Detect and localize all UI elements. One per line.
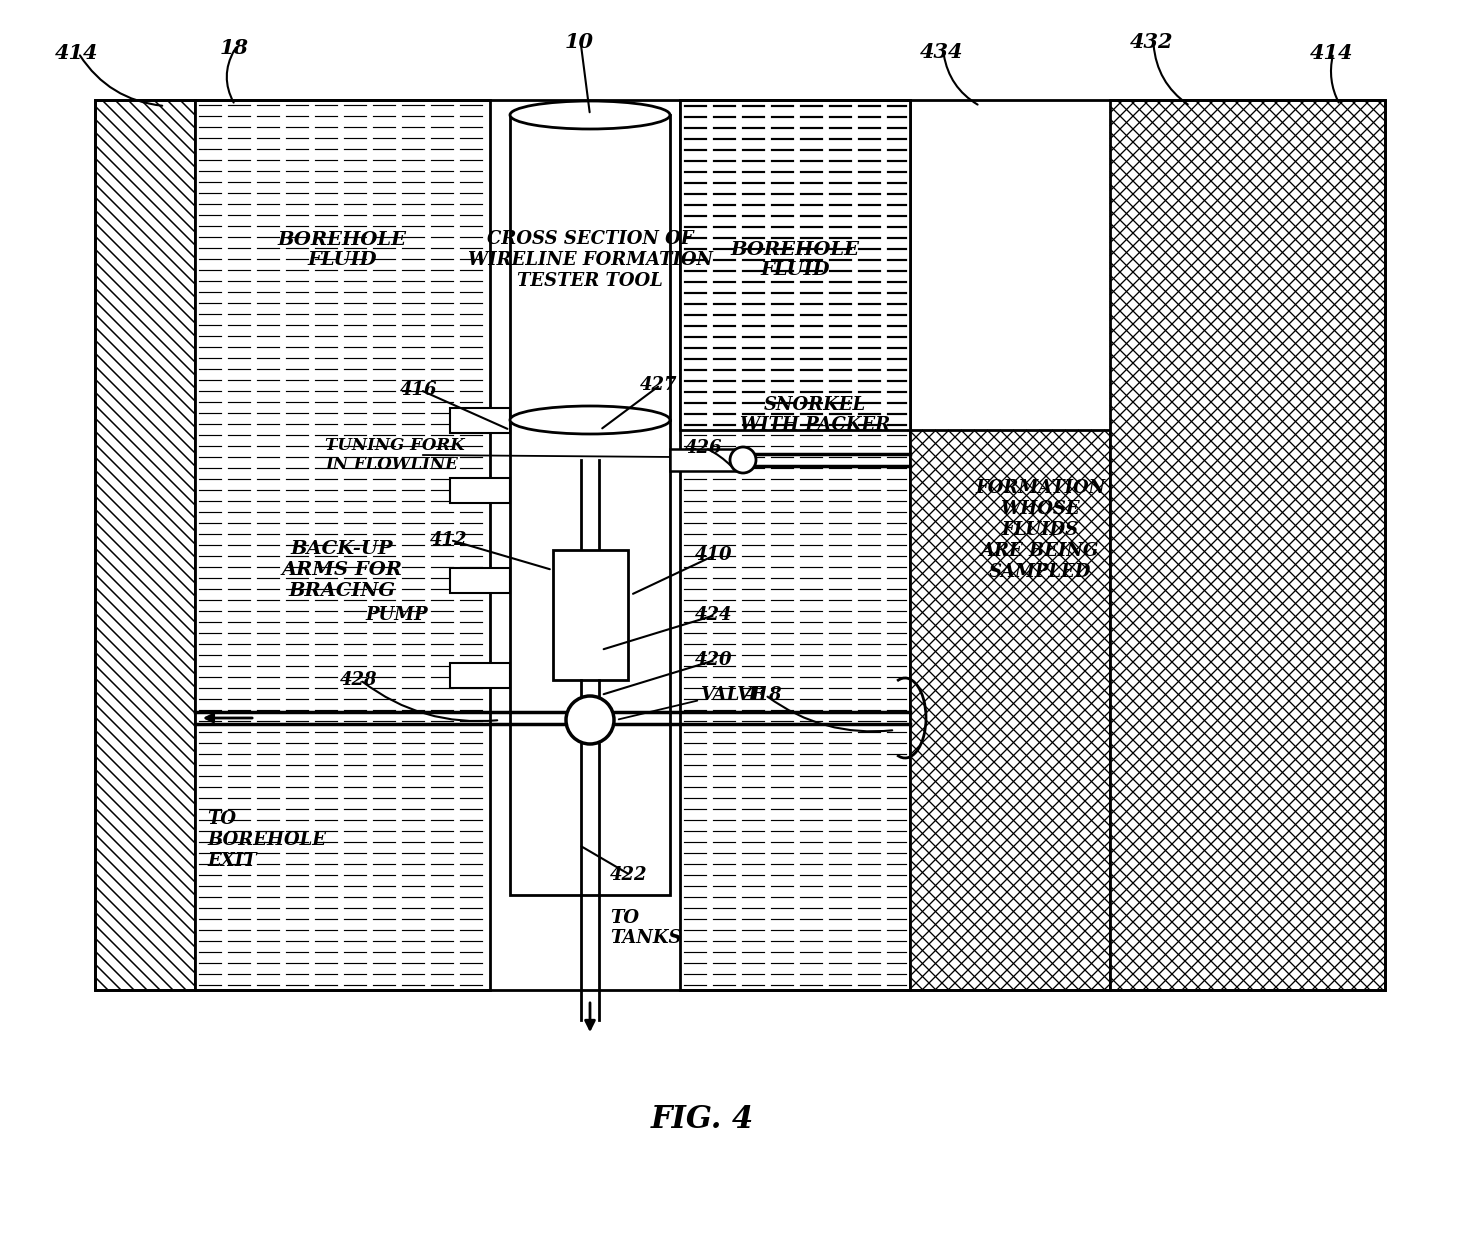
Bar [450, 662, 510, 688]
Bar [910, 430, 1110, 990]
Text: PUMP: PUMP [365, 605, 428, 624]
Bar [195, 100, 489, 990]
Bar [450, 477, 510, 503]
Circle shape [565, 695, 614, 743]
Text: 428: 428 [340, 671, 378, 689]
Text: BOREHOLE
FLUID: BOREHOLE FLUID [277, 231, 406, 269]
Text: 416: 416 [400, 381, 438, 399]
Ellipse shape [510, 406, 670, 434]
Bar [1110, 100, 1384, 990]
Bar [510, 115, 670, 420]
Ellipse shape [510, 101, 670, 129]
Text: 18: 18 [220, 38, 249, 58]
Circle shape [730, 448, 756, 473]
Text: FIG. 4: FIG. 4 [650, 1105, 754, 1136]
Text: 410: 410 [694, 546, 732, 563]
Text: 427: 427 [640, 376, 677, 395]
Text: 418: 418 [746, 686, 782, 704]
Text: 422: 422 [609, 866, 648, 884]
Text: SNORKEL
WITH PACKER: SNORKEL WITH PACKER [740, 396, 891, 434]
Text: 424: 424 [694, 605, 732, 624]
Text: 434: 434 [920, 42, 964, 62]
Text: VALVE: VALVE [700, 686, 765, 704]
Bar [95, 100, 195, 990]
Text: 420: 420 [694, 651, 732, 670]
Text: 414: 414 [56, 43, 98, 63]
Text: 412: 412 [431, 531, 467, 549]
Text: BACK-UP
ARMS FOR
BRACING: BACK-UP ARMS FOR BRACING [281, 540, 403, 599]
Text: TO
TANKS: TO TANKS [609, 909, 681, 947]
Bar [450, 407, 510, 433]
Text: TUNING FORK
IN FLOWLINE: TUNING FORK IN FLOWLINE [325, 436, 464, 473]
Bar [95, 100, 1384, 990]
Bar [670, 449, 735, 471]
Text: 426: 426 [686, 439, 722, 457]
Text: 414: 414 [1310, 43, 1354, 63]
Text: FORMATION
WHOSE
FLUIDS
ARE BEING
SAMPLED: FORMATION WHOSE FLUIDS ARE BEING SAMPLED [974, 480, 1105, 581]
Bar [680, 100, 910, 430]
Bar [510, 420, 670, 895]
Text: 10: 10 [565, 32, 593, 52]
Bar [450, 567, 510, 593]
Bar [680, 100, 910, 990]
Text: 432: 432 [1130, 32, 1173, 52]
Text: BOREHOLE
FLUID: BOREHOLE FLUID [731, 240, 860, 280]
Text: CROSS SECTION OF
WIRELINE FORMATION
TESTER TOOL: CROSS SECTION OF WIRELINE FORMATION TEST… [467, 231, 712, 290]
Bar [552, 550, 627, 681]
Text: TO
BOREHOLE
EXIT: TO BOREHOLE EXIT [207, 810, 327, 869]
